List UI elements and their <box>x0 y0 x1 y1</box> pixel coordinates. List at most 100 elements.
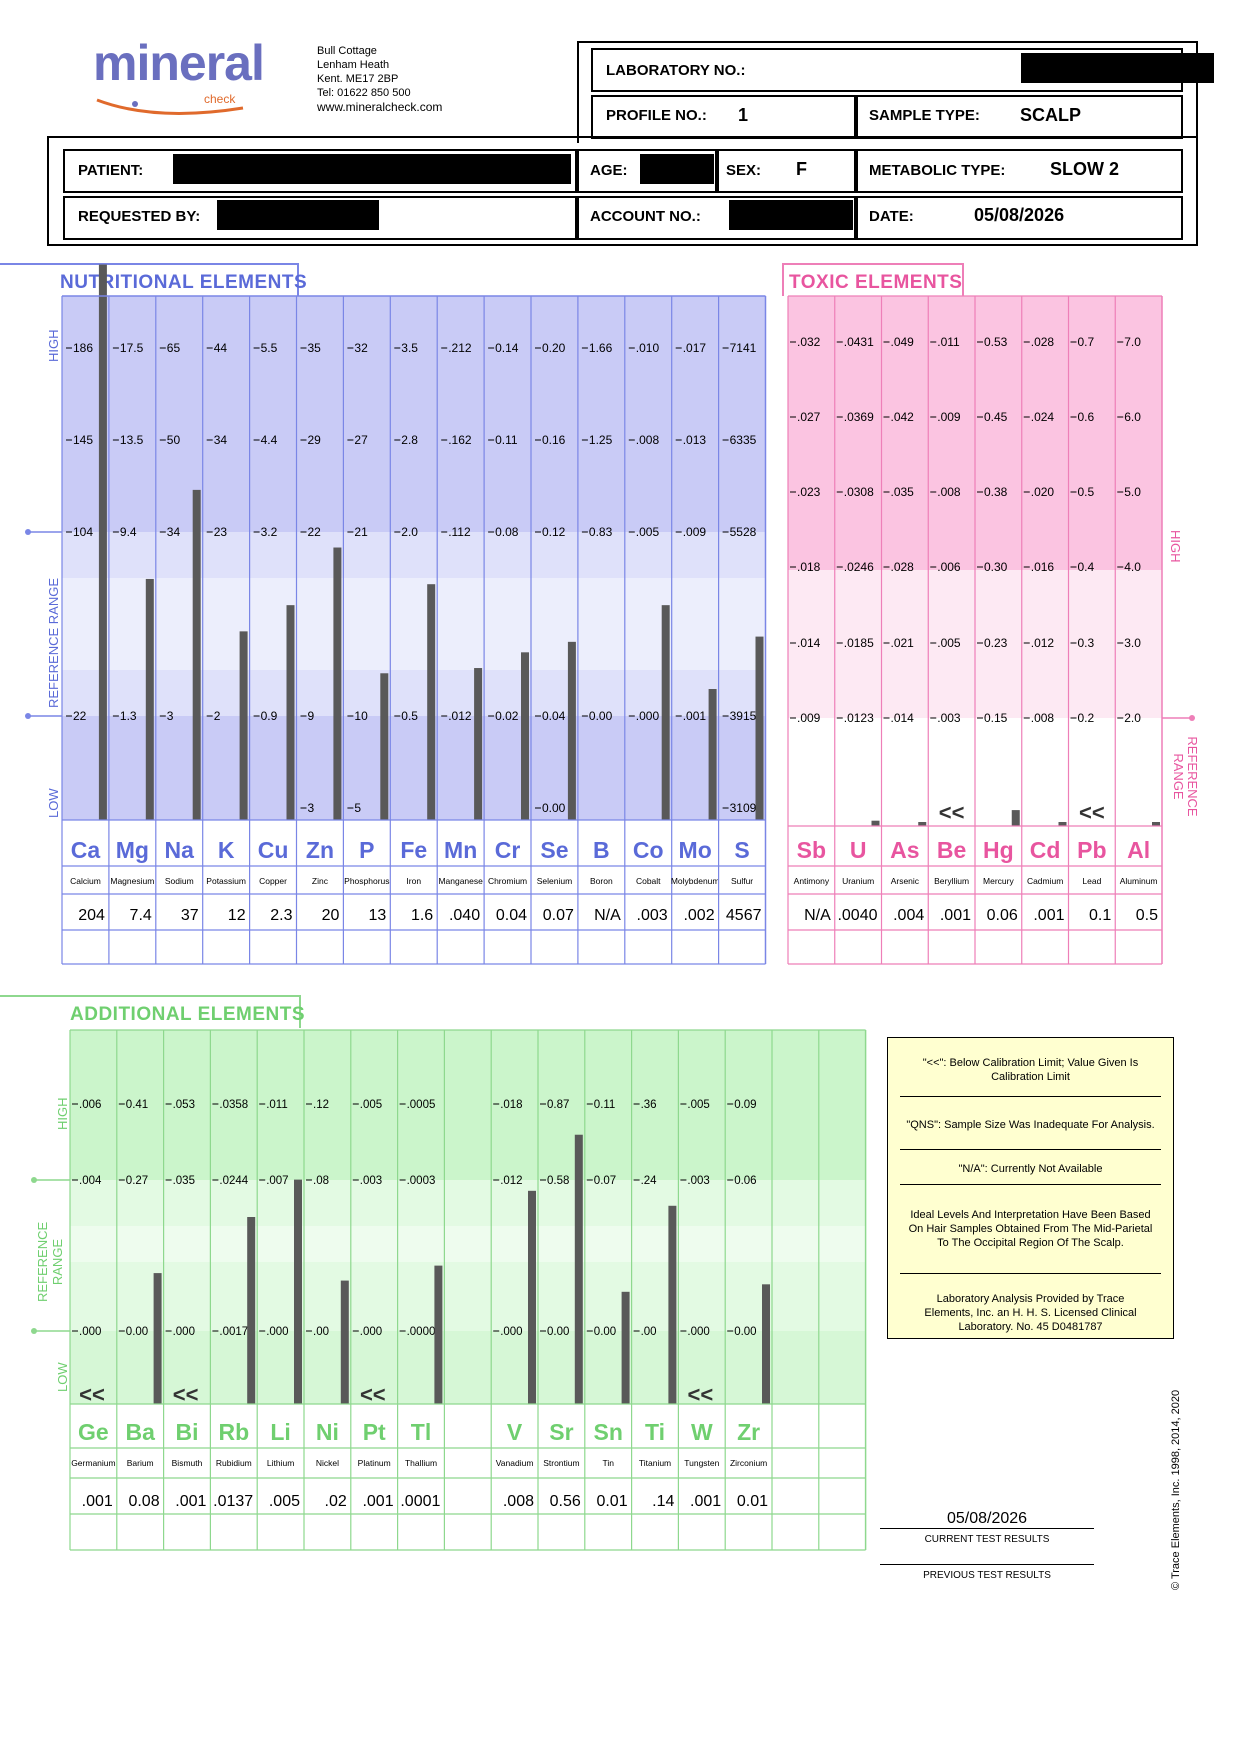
toxic-tick-label: .003 <box>937 711 961 725</box>
nutritional-tick-label: .012 <box>448 709 472 723</box>
nutritional-tick-label: 27 <box>354 433 368 447</box>
lab-address: Bull Cottage Lenham Heath Kent. ME17 2BP… <box>317 45 443 114</box>
nutritional-name-cu: Copper <box>259 876 287 886</box>
nutritional-symbol-k: K <box>218 837 235 863</box>
nutritional-tick-label: 4.4 <box>261 433 278 447</box>
additional-tick-label: 0.07 <box>594 1175 616 1187</box>
additional-name-sn: Tin <box>602 1458 614 1468</box>
toxic-tick-label: .0123 <box>844 711 874 725</box>
nutritional-band-1 <box>62 532 766 578</box>
nutritional-result-mn: .040 <box>449 907 480 924</box>
patient-box <box>63 149 579 193</box>
nutritional-tick-label: 22 <box>308 525 322 539</box>
requested-by-box <box>63 196 579 240</box>
additional-ref-label: REFERENCE RANGE <box>35 1221 65 1302</box>
nutritional-tick-label: 1.3 <box>120 709 137 723</box>
additional-tick-label: .000 <box>500 1326 522 1338</box>
additional-tick-label: .0003 <box>407 1175 436 1187</box>
additional-name-rb: Rubidium <box>216 1458 252 1468</box>
toxic-tick-label: 0.7 <box>1078 335 1095 349</box>
toxic-tick-label: .005 <box>937 636 961 650</box>
additional-tick-label: .12 <box>313 1099 329 1111</box>
additional-result-ge: .001 <box>82 1493 113 1510</box>
nutritional-tick-label: .017 <box>683 341 707 355</box>
additional-tick-label: .0244 <box>219 1175 248 1187</box>
nutritional-symbol-zn: Zn <box>306 837 334 863</box>
toxic-tick-label: .014 <box>797 636 821 650</box>
additional-bar-ni <box>340 1280 349 1404</box>
toxic-tick-label: 0.6 <box>1078 410 1095 424</box>
nutritional-ref-label: REFERENCE RANGE <box>46 577 61 708</box>
nutritional-tick-label: .001 <box>683 709 707 723</box>
nutritional-result-se: 0.07 <box>543 907 574 924</box>
nutritional-bar-s <box>755 636 764 820</box>
nutritional-band-4 <box>62 716 766 820</box>
toxic-name-pb: Lead <box>1082 876 1101 886</box>
nutritional-tick-label: 3.2 <box>261 525 278 539</box>
toxic-name-u: Uranium <box>842 876 874 886</box>
additional-tick-label: .005 <box>687 1099 709 1111</box>
sex-value: F <box>796 159 807 179</box>
additional-bar-ti <box>668 1205 677 1404</box>
profile-no-box <box>591 95 858 139</box>
toxic-tick-label: .0246 <box>844 560 874 574</box>
nutritional-tick-label: 6335 <box>730 433 757 447</box>
additional-bar-tl <box>434 1265 443 1404</box>
nutritional-symbol-ca: Ca <box>71 837 101 863</box>
nutritional-tick-label: 0.20 <box>542 341 566 355</box>
nutritional-tick-label: 0.04 <box>542 709 566 723</box>
redacted-lab-no <box>1021 53 1214 83</box>
additional-result-li: .005 <box>269 1493 300 1510</box>
toxic-tick-label: .035 <box>891 485 915 499</box>
nutritional-bar-p <box>380 673 389 820</box>
nutritional-tick-label: 2 <box>214 709 221 723</box>
toxic-symbol-u: U <box>850 837 867 863</box>
toxic-tick-label: .028 <box>1031 335 1055 349</box>
nutritional-name-p: Phosphorus <box>344 876 389 886</box>
toxic-ref-dot <box>1189 715 1195 721</box>
nutritional-symbol-na: Na <box>165 837 195 863</box>
nutritional-tick-label: 2.8 <box>401 433 418 447</box>
nutritional-tick-label: 7141 <box>730 341 757 355</box>
additional-result-ba: 0.08 <box>128 1493 159 1510</box>
additional-bar-sr <box>574 1134 583 1404</box>
additional-name-li: Lithium <box>267 1458 294 1468</box>
metabolic-type-label: METABOLIC TYPE: <box>869 162 1006 179</box>
nutritional-name-fe: Iron <box>406 876 421 886</box>
additional-name-w: Tungsten <box>684 1458 719 1468</box>
additional-symbol-zr: Zr <box>737 1419 760 1445</box>
nutritional-result-zn: 20 <box>322 907 340 924</box>
profile-no-value: 1 <box>738 105 749 125</box>
additional-name-zr: Zirconium <box>730 1458 767 1468</box>
additional-name-sr: Strontium <box>543 1458 579 1468</box>
current-test-date: 05/08/2026 <box>946 1510 1028 1527</box>
toxic-below-limit-pb: << <box>1079 800 1105 825</box>
additional-result-v: .008 <box>503 1493 534 1510</box>
additional-result-sn: 0.01 <box>596 1493 627 1510</box>
nutritional-result-b: N/A <box>594 907 621 924</box>
age-label: AGE: <box>590 162 628 179</box>
additional-tick-label: 0.11 <box>594 1099 616 1111</box>
nutritional-tick-label: 2.0 <box>401 525 418 539</box>
nutritional-result-cu: 2.3 <box>270 907 292 924</box>
additional-tick-label: 0.00 <box>126 1326 148 1338</box>
additional-tick-label: .0005 <box>407 1099 436 1111</box>
additional-bar-rb <box>247 1217 256 1404</box>
nutritional-tick-label: 0.12 <box>542 525 566 539</box>
additional-bar-ba <box>153 1273 162 1404</box>
nutritional-tick-label: 0.9 <box>261 709 278 723</box>
sample-type-label: SAMPLE TYPE: <box>869 107 980 124</box>
additional-bar-sn <box>621 1291 630 1404</box>
nutritional-tick-label: .005 <box>636 525 660 539</box>
toxic-tick-label: 5.0 <box>1124 485 1141 499</box>
toxic-tick-label: 4.0 <box>1124 560 1141 574</box>
additional-tick-label: 0.58 <box>547 1175 569 1187</box>
toxic-tick-label: .009 <box>937 410 961 424</box>
additional-symbol-sn: Sn <box>594 1419 623 1445</box>
nutritional-bar-zn <box>333 547 342 820</box>
toxic-tick-label: .008 <box>937 485 961 499</box>
nutritional-symbol-se: Se <box>540 837 568 863</box>
nutritional-bar-ca <box>98 264 107 820</box>
toxic-symbol-al: Al <box>1127 837 1150 863</box>
nutritional-bar-k <box>239 631 248 820</box>
